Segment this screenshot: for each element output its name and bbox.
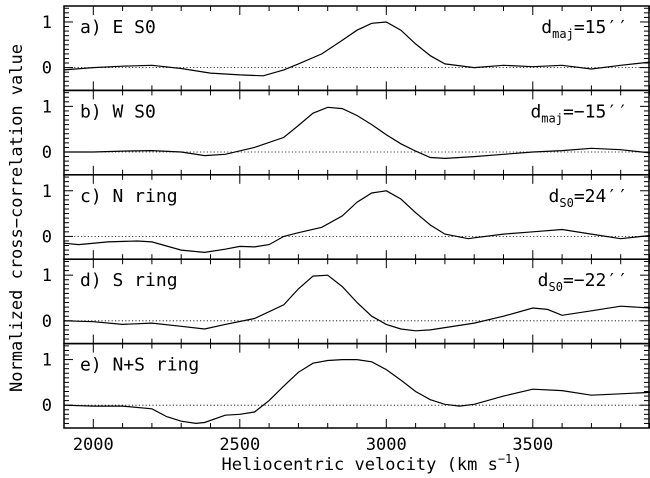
panel-label: b) W S0 [80, 101, 156, 122]
panel-label: a) E S0 [80, 17, 156, 38]
y-tick-label: 1 [42, 13, 52, 33]
panel-label: d) S ring [80, 270, 178, 291]
panel-2: 0 1 b) W S0 dmaj=−15′′ [42, 89, 650, 176]
panel-label: c) N ring [80, 186, 178, 207]
panel-1: 0 1 a) E S0 dmaj=15′′ [42, 5, 650, 92]
y-tick-label: 1 [42, 182, 52, 202]
y-tick-label: 0 [42, 143, 52, 163]
panels-group: 0 1 a) E S0 dmaj=15′′ 0 1 b) W S0 dmaj=−15′′ 0 1 c… [42, 5, 650, 429]
x-tick-label: 3000 [366, 435, 407, 455]
y-tick-label: 0 [42, 396, 52, 416]
correlation-series-line [63, 359, 650, 425]
correlation-series-line [64, 106, 650, 160]
correlation-series-line [63, 21, 650, 77]
y-tick-label: 1 [42, 97, 52, 117]
panel-label: e) N+S ring [80, 355, 199, 376]
x-axis-title: Heliocentric velocity (km s−1) [221, 452, 522, 475]
x-tick-labels: 2000 2500 3000 3500 [73, 435, 553, 455]
panel-5: 0 1 e) N+S ring [42, 342, 650, 429]
correlation-series-line [63, 274, 650, 332]
x-tick-label: 2000 [73, 435, 114, 455]
distance-label: dmaj=−15′′ [530, 101, 628, 125]
correlation-series-line [63, 190, 650, 254]
y-tick-label: 1 [42, 266, 52, 286]
y-axis-title: Normalized cross−correlation value [7, 44, 27, 392]
distance-label: dS0=−22′′ [538, 270, 628, 294]
panel-3: 0 1 c) N ring dS0=24′′ [42, 174, 650, 260]
x-tick-label: 3500 [512, 435, 553, 455]
y-tick-label: 0 [42, 312, 52, 332]
y-tick-label: 0 [42, 227, 52, 247]
panel-4: 0 1 d) S ring dS0=−22′′ [42, 258, 650, 345]
distance-label: dmaj=15′′ [541, 17, 628, 41]
y-tick-label: 0 [42, 59, 52, 79]
x-tick-label: 2500 [219, 435, 260, 455]
distance-label: dS0=24′′ [549, 186, 628, 210]
y-tick-label: 1 [42, 351, 52, 371]
